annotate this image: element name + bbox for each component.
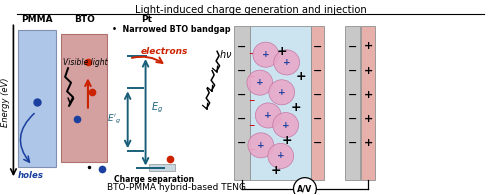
- Circle shape: [256, 103, 281, 128]
- Text: −: −: [237, 90, 246, 100]
- FancyBboxPatch shape: [310, 26, 324, 180]
- Text: −: −: [248, 121, 254, 130]
- Text: holes: holes: [18, 171, 44, 180]
- Text: Pt: Pt: [141, 14, 152, 24]
- Circle shape: [247, 70, 273, 95]
- Text: +: +: [270, 164, 281, 177]
- Text: BTO-PMMA hybrid-based TENG: BTO-PMMA hybrid-based TENG: [107, 183, 246, 192]
- Text: −: −: [313, 66, 322, 76]
- Text: +: +: [276, 45, 287, 58]
- Text: A/V: A/V: [297, 184, 312, 193]
- Text: −: −: [313, 42, 322, 51]
- Text: −: −: [313, 90, 322, 100]
- Text: +: +: [264, 111, 272, 120]
- Text: +: +: [364, 66, 373, 76]
- Text: +: +: [277, 152, 284, 160]
- Text: Energy (eV): Energy (eV): [2, 77, 11, 127]
- Text: BTO: BTO: [74, 14, 95, 24]
- FancyBboxPatch shape: [346, 26, 360, 180]
- Text: −: −: [348, 114, 358, 124]
- Text: +: +: [364, 138, 373, 148]
- Text: +: +: [290, 101, 301, 114]
- Text: −: −: [248, 72, 254, 81]
- FancyBboxPatch shape: [61, 35, 107, 162]
- Text: +: +: [364, 114, 373, 124]
- FancyBboxPatch shape: [361, 26, 375, 180]
- Text: •  Narrowed BTO bandgap: • Narrowed BTO bandgap: [112, 25, 230, 34]
- Text: +: +: [262, 50, 270, 59]
- Text: −: −: [348, 138, 358, 148]
- Circle shape: [294, 178, 316, 195]
- Text: $E'_g$: $E'_g$: [108, 113, 122, 126]
- FancyBboxPatch shape: [234, 26, 250, 180]
- Text: −: −: [313, 114, 322, 124]
- Circle shape: [248, 133, 274, 158]
- FancyBboxPatch shape: [149, 164, 175, 171]
- Text: −: −: [248, 97, 254, 105]
- Text: +: +: [364, 42, 373, 51]
- Circle shape: [273, 113, 298, 138]
- Text: $h\nu$: $h\nu$: [220, 48, 232, 60]
- Text: Visible light: Visible light: [63, 58, 108, 67]
- Text: PMMA: PMMA: [22, 14, 53, 24]
- Text: +: +: [256, 78, 264, 87]
- Circle shape: [269, 80, 294, 105]
- Text: −: −: [313, 138, 322, 148]
- Text: −: −: [237, 66, 246, 76]
- Circle shape: [268, 143, 293, 168]
- Text: +: +: [282, 134, 292, 147]
- Text: −: −: [248, 145, 254, 154]
- Text: +: +: [282, 121, 290, 130]
- Text: Charge separation: Charge separation: [114, 175, 194, 184]
- Text: Light-induced charge generation and injection: Light-induced charge generation and inje…: [135, 4, 367, 15]
- FancyBboxPatch shape: [250, 26, 310, 180]
- Text: +: +: [296, 70, 306, 83]
- Text: +: +: [283, 58, 290, 67]
- FancyBboxPatch shape: [18, 30, 56, 167]
- Text: −: −: [237, 42, 246, 51]
- Text: −: −: [237, 138, 246, 148]
- Text: −: −: [348, 42, 358, 51]
- Circle shape: [253, 42, 278, 67]
- Text: +: +: [364, 90, 373, 100]
- Text: +: +: [257, 141, 264, 150]
- Text: −: −: [348, 90, 358, 100]
- Text: $E_g$: $E_g$: [150, 100, 162, 115]
- Text: electrons: electrons: [140, 47, 188, 56]
- Text: −: −: [237, 114, 246, 124]
- Text: −: −: [348, 66, 358, 76]
- Circle shape: [274, 50, 299, 75]
- Text: +: +: [278, 88, 285, 97]
- Text: −: −: [248, 49, 254, 58]
